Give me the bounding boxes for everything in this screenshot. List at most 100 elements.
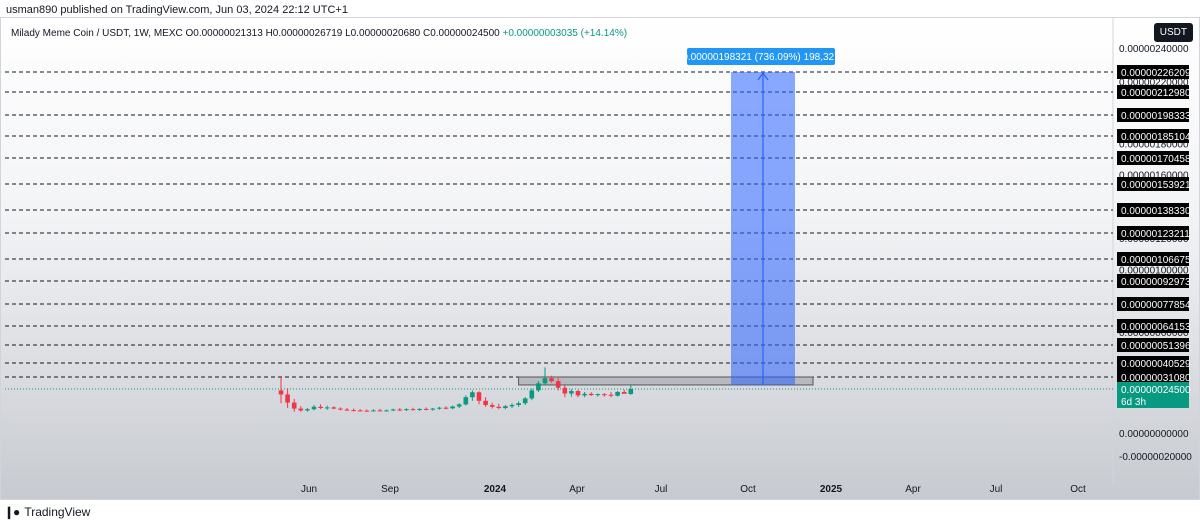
candle-body <box>331 407 337 409</box>
resistance-zone <box>518 376 814 386</box>
candle <box>384 409 389 412</box>
time-tick-label: Jun <box>301 484 317 495</box>
candle <box>615 391 620 397</box>
candle <box>496 403 502 410</box>
candle-body <box>608 394 614 396</box>
candle-body <box>437 407 442 409</box>
time-tick-label: 2025 <box>820 484 843 495</box>
candle-body <box>615 391 620 396</box>
candle-body <box>285 394 290 403</box>
candle <box>476 391 482 405</box>
quote-currency-button[interactable]: USDT <box>1153 23 1193 42</box>
candle <box>489 402 495 409</box>
candle <box>285 388 290 408</box>
candle-body <box>595 394 601 396</box>
candle <box>344 408 350 411</box>
time-tick-label: Jul <box>655 484 668 495</box>
candle-body <box>536 383 541 391</box>
candle-body <box>575 391 581 396</box>
level-label: 0.00000040529 <box>1121 359 1191 370</box>
time-tick-label: Jul <box>990 484 1003 495</box>
time-tick-label: Apr <box>905 484 921 495</box>
candle-body <box>417 408 422 410</box>
candle <box>364 409 370 412</box>
candle-body <box>351 410 356 412</box>
candle <box>542 367 548 386</box>
horizontal-levels <box>5 71 1113 378</box>
level-label-box <box>1117 203 1189 217</box>
candle-body <box>582 393 587 396</box>
level-label-box <box>1117 252 1189 266</box>
candle-body <box>311 406 317 410</box>
candle-body <box>404 409 409 411</box>
candle-body <box>390 409 396 411</box>
candle-body <box>463 397 469 405</box>
candle <box>331 406 337 410</box>
candle-body <box>621 391 627 394</box>
candle-body <box>357 410 363 412</box>
candle <box>569 389 574 397</box>
price-tick-label: 0.00000240000 <box>1119 44 1189 55</box>
candle-body <box>371 410 376 412</box>
candle <box>397 408 403 411</box>
publish-header: usman890 published on TradingView.com, J… <box>6 4 348 16</box>
price-chart[interactable]: 0.000002400000.000002200000.000002000000… <box>1 18 1200 500</box>
chart-panel[interactable]: 0.000002400000.000002200000.000002000000… <box>0 17 1200 500</box>
candle <box>377 408 383 412</box>
level-label: 0.00000051396 <box>1121 341 1191 352</box>
candle <box>298 406 304 412</box>
candle-body <box>470 392 475 398</box>
candle <box>437 406 442 410</box>
candle <box>549 375 554 383</box>
level-label-box <box>1117 356 1189 370</box>
candle <box>503 405 508 410</box>
candle-body <box>483 400 488 405</box>
candle-body <box>364 410 370 412</box>
candles <box>278 367 634 412</box>
price-tick-label: 0.00000220000 <box>1119 77 1189 88</box>
candle-body <box>509 405 515 407</box>
level-label-box <box>1117 274 1189 288</box>
candle-body <box>516 403 521 405</box>
candle-body <box>318 406 323 408</box>
candle <box>621 389 627 394</box>
price-tick-label: 0.00000000000 <box>1119 429 1189 440</box>
candle <box>311 405 317 411</box>
candle-body <box>476 392 482 401</box>
candle <box>390 408 396 412</box>
candle-body <box>430 408 436 410</box>
candle-body <box>298 408 304 411</box>
level-label: 0.00000212980 <box>1121 88 1191 99</box>
candle-body <box>397 409 403 411</box>
candle <box>595 393 601 397</box>
brand-name: TradingView <box>24 505 91 519</box>
level-label: 0.00000092973 <box>1121 277 1191 288</box>
price-tick-label: 0.00000100000 <box>1119 266 1189 277</box>
level-label: 0.00000064153 <box>1121 322 1191 333</box>
candle-body <box>542 378 548 384</box>
candle-body <box>569 391 574 394</box>
candle <box>417 408 422 411</box>
candle-body <box>628 389 634 394</box>
candle <box>529 388 535 401</box>
price-tick-label: 0.00000180000 <box>1119 140 1189 151</box>
candle <box>443 406 449 410</box>
candle-body <box>602 394 607 396</box>
level-label-box <box>1117 338 1189 352</box>
ohlc-close: C0.00000024500 <box>422 28 500 39</box>
measure-label: 0.00000198321 (736.09%) 198,321 <box>682 52 840 63</box>
candle-body <box>522 398 528 404</box>
candle-body <box>450 406 455 409</box>
ohlc-low: L0.00000020680 <box>345 28 421 39</box>
candle <box>582 391 587 398</box>
candle-body <box>377 410 383 412</box>
candle <box>291 399 297 412</box>
level-label-box <box>1117 151 1189 165</box>
time-tick-label: Oct <box>1070 484 1086 495</box>
tradingview-logo-icon: ❙● <box>4 505 20 519</box>
candle <box>357 409 363 412</box>
candle <box>450 405 455 410</box>
candle-body <box>324 407 330 409</box>
time-tick-label: 2024 <box>484 484 507 495</box>
candle <box>536 381 541 392</box>
